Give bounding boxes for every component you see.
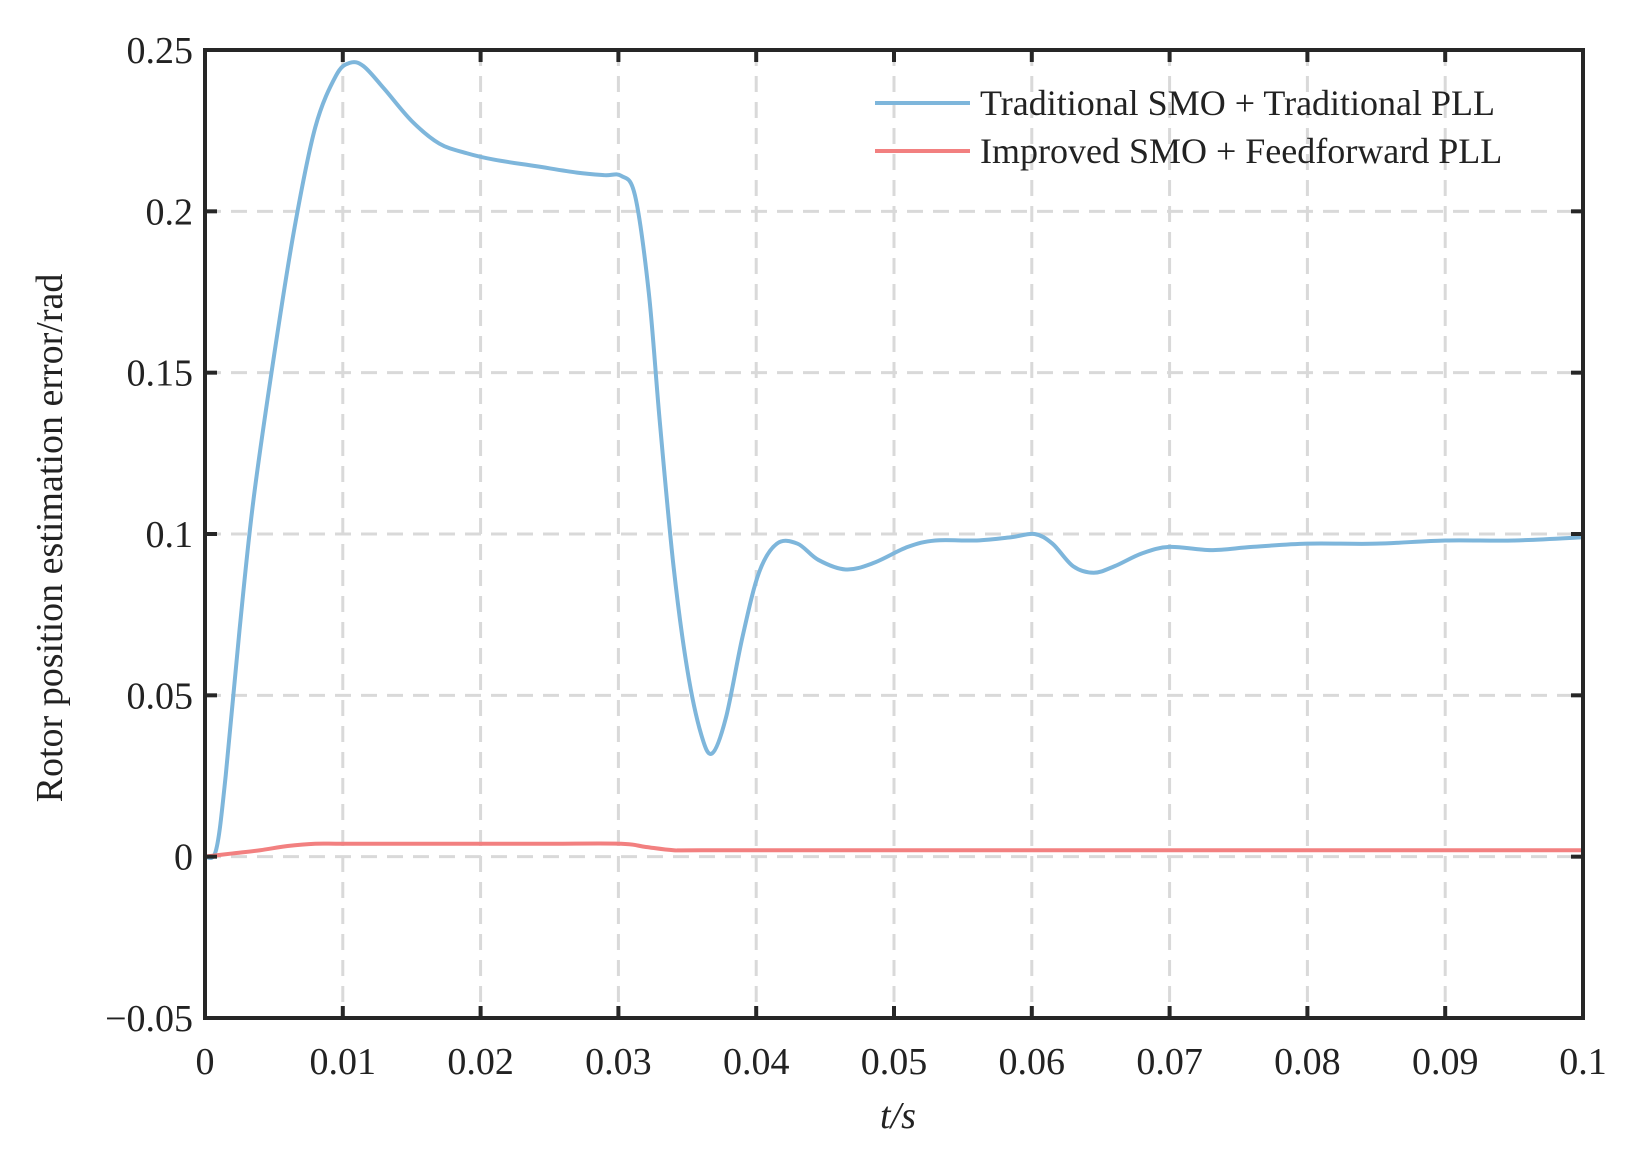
x-tick-label: 0.03 <box>585 1041 652 1083</box>
x-tick-label: 0 <box>196 1041 215 1083</box>
x-tick-label: 0.02 <box>447 1041 514 1083</box>
series-group <box>203 60 1585 861</box>
x-tick-label: 0.05 <box>861 1041 928 1083</box>
series-line-improved <box>203 841 1585 859</box>
legend: Traditional SMO + Traditional PLL Improv… <box>875 83 1502 171</box>
y-tick-labels: −0.05 0 0.05 0.1 0.15 0.2 0.25 <box>105 30 193 1040</box>
y-tick-label: 0.25 <box>127 30 194 72</box>
x-tick-label: 0.1 <box>1559 1041 1607 1083</box>
legend-label-improved: Improved SMO + Feedforward PLL <box>980 131 1502 171</box>
axis-ticks <box>203 48 1585 1020</box>
series-line-traditional <box>203 60 1585 861</box>
y-tick-label: 0.2 <box>146 191 194 233</box>
x-tick-label: 0.09 <box>1412 1041 1479 1083</box>
y-axis-label: Rotor position estimation error/rad <box>29 274 71 803</box>
x-tick-label: 0.07 <box>1136 1041 1203 1083</box>
y-tick-label: 0.15 <box>127 353 194 395</box>
x-tick-label: 0.08 <box>1274 1041 1341 1083</box>
y-tick-label: 0.05 <box>127 675 194 717</box>
grid <box>205 50 1583 1018</box>
x-tick-label: 0.04 <box>723 1041 790 1083</box>
y-tick-label: 0 <box>174 837 193 879</box>
x-axis-label: t/s <box>880 1095 916 1137</box>
x-tick-labels: 0 0.01 0.02 0.03 0.04 0.05 0.06 0.07 0.08 0.09 0.1 <box>196 1041 1607 1083</box>
y-tick-label: −0.05 <box>105 998 193 1040</box>
x-tick-label: 0.06 <box>999 1041 1066 1083</box>
legend-label-traditional: Traditional SMO + Traditional PLL <box>980 83 1495 123</box>
x-tick-label: 0.01 <box>310 1041 377 1083</box>
y-tick-label: 0.1 <box>146 514 194 556</box>
